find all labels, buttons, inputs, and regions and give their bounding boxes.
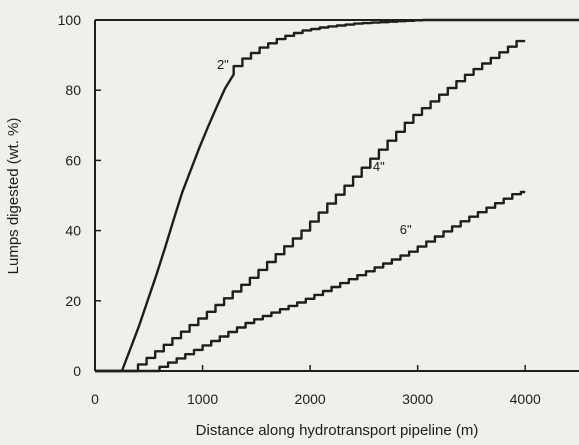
series-layer (95, 18, 579, 373)
series-label-3: 6" (400, 222, 412, 237)
y-tick-label: 40 (65, 223, 81, 239)
x-tick-label: 0 (91, 391, 99, 407)
annotation-layer: 2" 4" 6" (217, 57, 412, 237)
y-tick-label: 20 (65, 293, 81, 309)
y-tick-label: 80 (65, 82, 81, 98)
y-axis-title: Lumps digested (wt. %) (5, 118, 22, 275)
series-label-1: 2" (217, 57, 229, 72)
y-tick-label: 100 (58, 12, 82, 28)
series-label-2: 4" (373, 159, 385, 174)
y-tick-label: 60 (65, 152, 81, 168)
x-tick-label: 4000 (510, 391, 541, 407)
x-axis-title: Distance along hydrotransport pipeline (… (196, 422, 479, 439)
y-tick-label: 0 (73, 363, 81, 379)
series-line-2 (95, 39, 526, 373)
series-line-3 (95, 190, 526, 373)
x-tick-label: 3000 (402, 391, 433, 407)
y-axis-ticks: 0 20 40 60 80 100 (58, 12, 101, 379)
x-axis-ticks: 0 1000 2000 3000 4000 (91, 365, 541, 407)
x-tick-label: 1000 (187, 391, 218, 407)
series-line-1 (95, 18, 579, 373)
x-tick-label: 2000 (295, 391, 326, 407)
